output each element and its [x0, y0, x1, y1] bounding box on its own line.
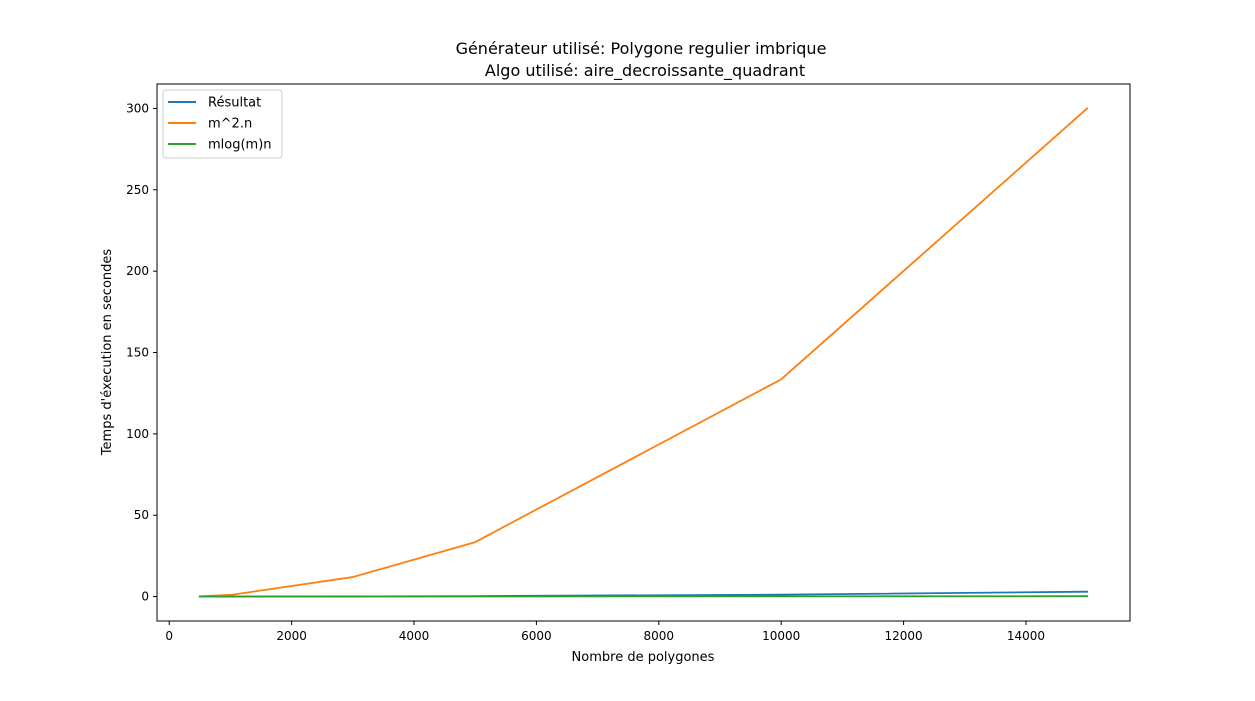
- x-tick-label: 14000: [1007, 629, 1045, 643]
- x-tick-label: 10000: [762, 629, 800, 643]
- legend-label: Résultat: [208, 96, 261, 111]
- x-tick-label: 8000: [644, 629, 675, 643]
- y-tick-label: 300: [126, 101, 149, 115]
- legend-label: mlog(m)n: [208, 138, 272, 153]
- x-tick-label: 2000: [276, 629, 307, 643]
- y-tick-label: 100: [126, 427, 149, 441]
- x-axis-label: Nombre de polygones: [572, 650, 715, 665]
- y-axis-label: Temps d'éxecution en secondes: [100, 249, 115, 457]
- y-tick-label: 0: [141, 590, 149, 604]
- x-tick-label: 12000: [884, 629, 922, 643]
- chart-title: Générateur utilisé: Polygone regulier im…: [456, 39, 827, 58]
- y-tick-label: 150: [126, 346, 149, 360]
- x-tick-label: 6000: [521, 629, 552, 643]
- legend-label: m^2.n: [208, 117, 252, 132]
- y-tick-label: 200: [126, 264, 149, 278]
- y-tick-label: 50: [134, 508, 149, 522]
- chart-subtitle: Algo utilisé: aire_decroissante_quadrant: [485, 61, 805, 81]
- x-tick-label: 4000: [399, 629, 430, 643]
- y-tick-label: 250: [126, 183, 149, 197]
- legend: Résultat m^2.n mlog(m)n: [163, 90, 282, 158]
- plot-area: [157, 84, 1130, 621]
- x-tick-label: 0: [165, 629, 173, 643]
